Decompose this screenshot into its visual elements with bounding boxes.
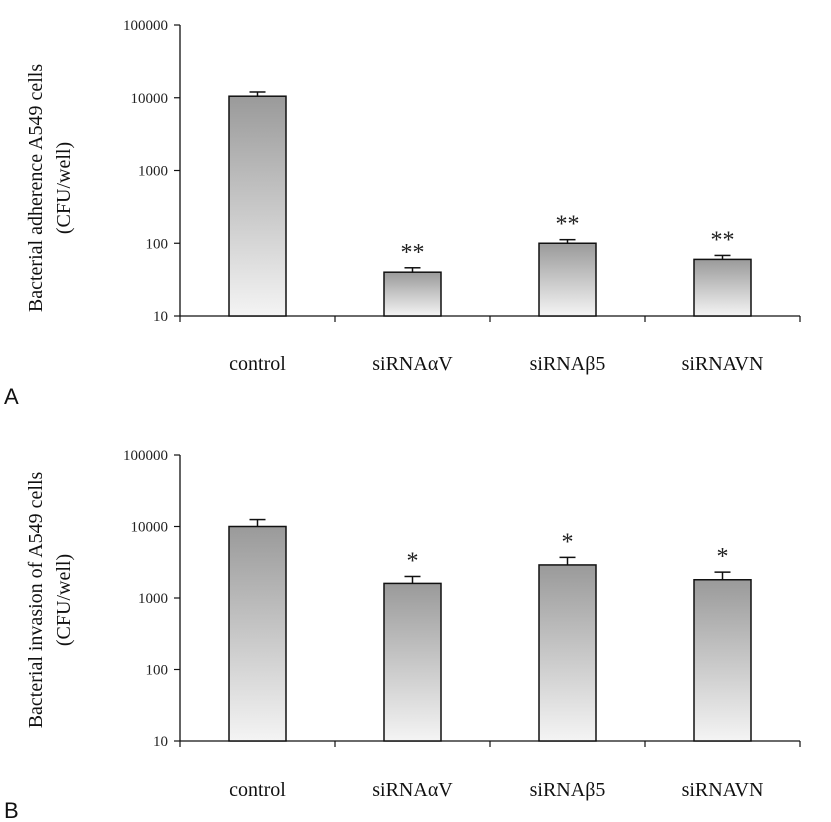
panel-label-a: A <box>4 384 19 409</box>
y-tick-label: 1000 <box>138 591 168 607</box>
bar <box>693 578 752 742</box>
category-label: control <box>229 353 286 375</box>
y-tick-label: 10 <box>153 734 168 750</box>
panel-b: Bacterial invasion of A549 cells (CFU/we… <box>4 448 801 822</box>
category-label: siRNAVN <box>682 353 764 375</box>
y-tick-label: 10000 <box>131 91 169 107</box>
category-label: control <box>229 779 286 801</box>
y-tick-label: 100 <box>146 663 169 679</box>
y-tick-label: 10 <box>153 309 168 325</box>
significance-marker: ** <box>401 240 425 266</box>
y-axis-label-a-line2: (CFU/well) <box>53 142 75 234</box>
category-label: siRNAβ5 <box>530 779 606 801</box>
bar <box>693 258 752 317</box>
category-label: siRNAVN <box>682 779 764 801</box>
y-axis-label-b-line2: (CFU/well) <box>53 554 75 646</box>
y-tick-label: 100 <box>146 236 169 252</box>
y-axis-label-a-line1: Bacterial adherence A549 cells <box>25 64 47 312</box>
y-axis-label-b-line1: Bacterial invasion of A549 cells <box>25 471 47 728</box>
significance-marker: ** <box>711 227 735 253</box>
significance-marker: * <box>717 544 729 570</box>
bar <box>228 525 287 742</box>
category-label: siRNAαV <box>372 353 453 375</box>
y-tick-label: 100000 <box>123 448 168 464</box>
y-tick-label: 1000 <box>138 164 168 180</box>
y-tick-label: 10000 <box>131 520 169 536</box>
panel-a: Bacterial adherence A549 cells (CFU/well… <box>4 18 801 409</box>
significance-marker: ** <box>556 212 580 238</box>
bar <box>383 271 442 317</box>
category-label: siRNAαV <box>372 779 453 801</box>
bar <box>228 95 287 317</box>
significance-marker: * <box>562 529 574 555</box>
bar <box>538 242 597 317</box>
category-label: siRNAβ5 <box>530 353 606 375</box>
y-tick-label: 100000 <box>123 18 168 34</box>
bar <box>538 564 597 742</box>
significance-marker: * <box>407 548 419 574</box>
bar <box>383 582 442 742</box>
panel-label-b: B <box>4 798 19 822</box>
